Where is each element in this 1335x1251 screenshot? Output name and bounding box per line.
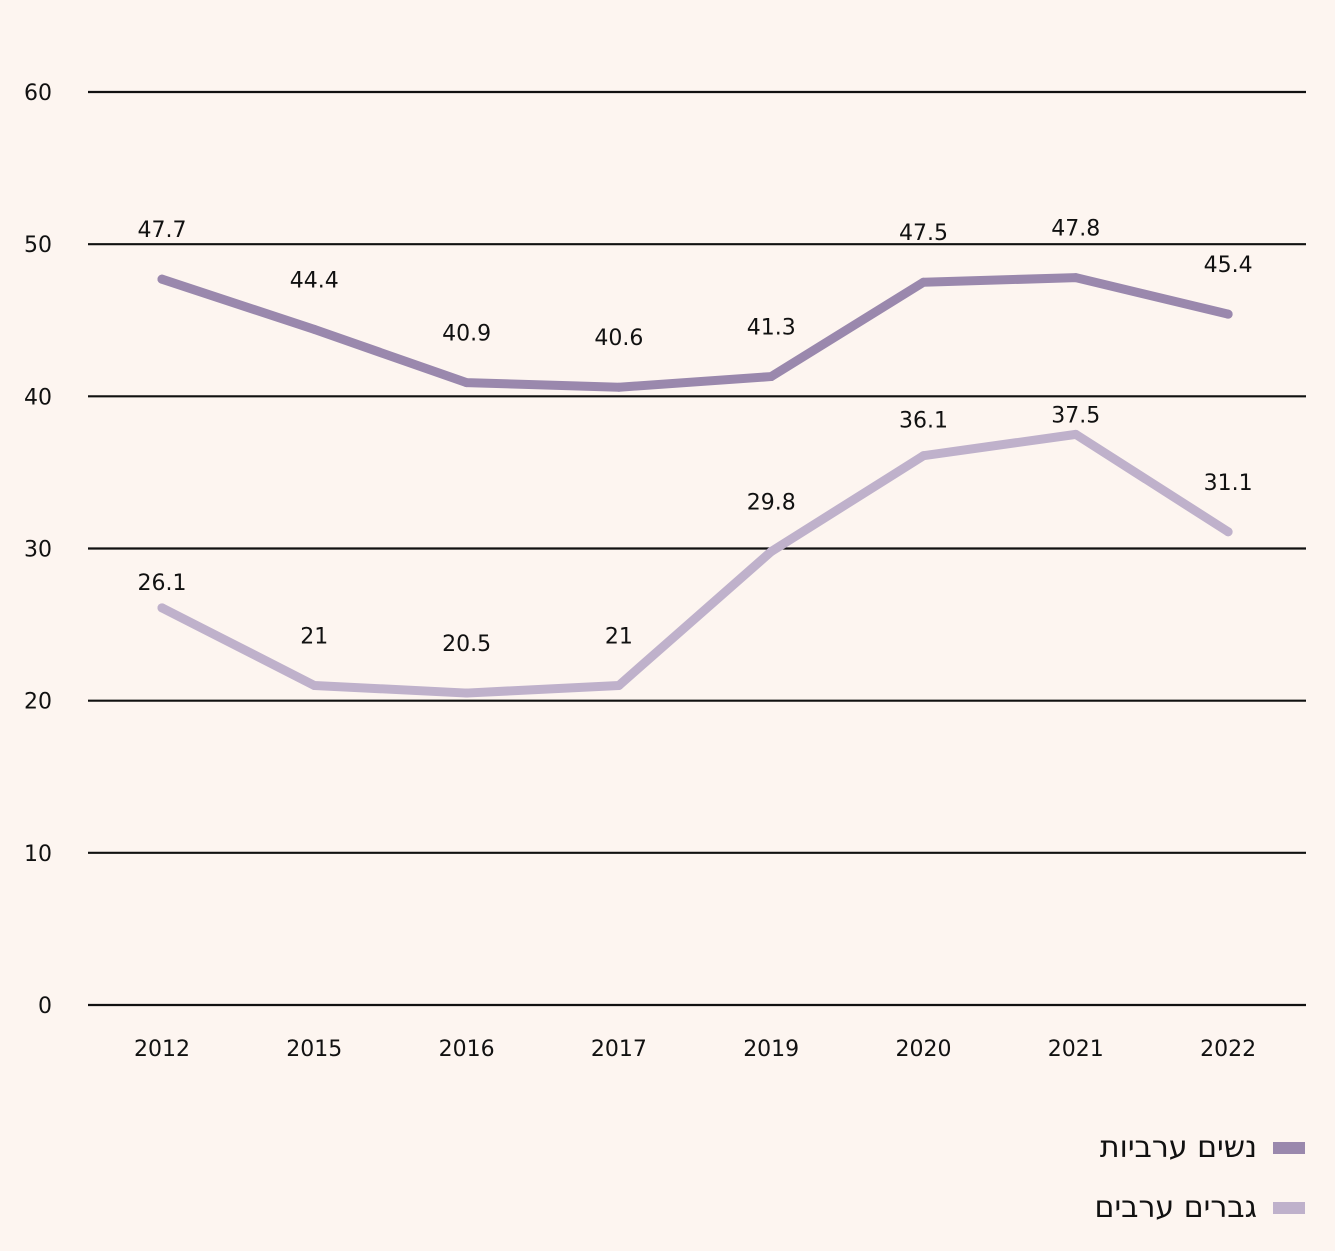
y-tick-label-40: 40 (24, 385, 52, 410)
y-tick-label-0: 0 (38, 994, 52, 1019)
data-point-men-2019 (766, 547, 776, 557)
y-axis-ticks: 0 10 20 30 40 50 60 (24, 81, 52, 1019)
data-point-men-2015 (309, 680, 319, 690)
legend-swatch-women (1273, 1141, 1305, 1154)
y-tick-label-60: 60 (24, 81, 52, 106)
data-point-women-2019 (766, 372, 776, 382)
data-point-men-2012 (157, 603, 167, 613)
data-labels: 47.7 44.4 40.9 40.6 41.3 47.5 47.8 45.4 26.1 21 20… (138, 217, 1253, 657)
data-label-men-2022: 31.1 (1204, 471, 1253, 496)
data-label-women-2017: 40.6 (594, 326, 643, 351)
data-point-women-2021 (1071, 273, 1081, 283)
legend-swatch-men (1273, 1201, 1305, 1214)
data-label-men-2017: 21 (605, 624, 633, 649)
data-point-men-2017 (614, 680, 624, 690)
data-point-women-2015 (309, 324, 319, 334)
data-label-women-2021: 47.8 (1051, 217, 1100, 242)
y-tick-label-30: 30 (24, 538, 52, 563)
y-tick-label-10: 10 (24, 842, 52, 867)
legend-item-women: נשים ערביות (1100, 1130, 1305, 1165)
data-point-women-2022 (1223, 309, 1233, 319)
data-label-men-2015: 21 (300, 624, 328, 649)
data-label-women-2016: 40.9 (442, 322, 491, 347)
series-line-women (157, 273, 1233, 392)
legend-label-women: נשים ערביות (1099, 1130, 1257, 1165)
series-line-men (157, 429, 1233, 698)
data-point-men-2022 (1223, 527, 1233, 537)
x-tick-label-2021: 2021 (1048, 1037, 1104, 1062)
x-tick-label-2017: 2017 (591, 1037, 647, 1062)
legend-item-men: גברים ערבים (1095, 1190, 1305, 1225)
x-axis-ticks: 2012 2015 2016 2017 2019 2020 2021 2022 (134, 1037, 1256, 1062)
series-lines (157, 273, 1233, 698)
x-tick-label-2016: 2016 (439, 1037, 495, 1062)
data-point-men-2016 (462, 688, 472, 698)
data-point-men-2021 (1071, 429, 1081, 439)
data-point-women-2017 (614, 382, 624, 392)
x-tick-label-2019: 2019 (743, 1037, 799, 1062)
y-tick-label-50: 50 (24, 233, 52, 258)
data-point-women-2020 (919, 277, 928, 287)
data-label-men-2016: 20.5 (442, 632, 491, 657)
data-label-women-2020: 47.5 (899, 221, 948, 246)
x-tick-label-2015: 2015 (286, 1037, 342, 1062)
data-label-men-2021: 37.5 (1051, 403, 1100, 428)
legend-label-men: גברים ערבים (1094, 1190, 1257, 1225)
gridlines (88, 90, 1306, 1007)
data-label-women-2012: 47.7 (138, 218, 187, 243)
data-label-women-2019: 41.3 (747, 316, 796, 341)
data-label-women-2022: 45.4 (1204, 253, 1253, 278)
data-label-women-2015: 44.4 (290, 268, 339, 293)
x-tick-label-2022: 2022 (1200, 1037, 1256, 1062)
y-tick-label-20: 20 (24, 690, 52, 715)
data-label-men-2020: 36.1 (899, 409, 948, 434)
data-label-men-2012: 26.1 (138, 571, 187, 596)
x-tick-label-2012: 2012 (134, 1037, 190, 1062)
x-tick-label-2020: 2020 (896, 1037, 952, 1062)
data-point-men-2020 (919, 451, 928, 461)
data-point-women-2012 (157, 274, 167, 284)
data-point-women-2016 (462, 378, 472, 388)
data-label-men-2019: 29.8 (747, 491, 796, 516)
